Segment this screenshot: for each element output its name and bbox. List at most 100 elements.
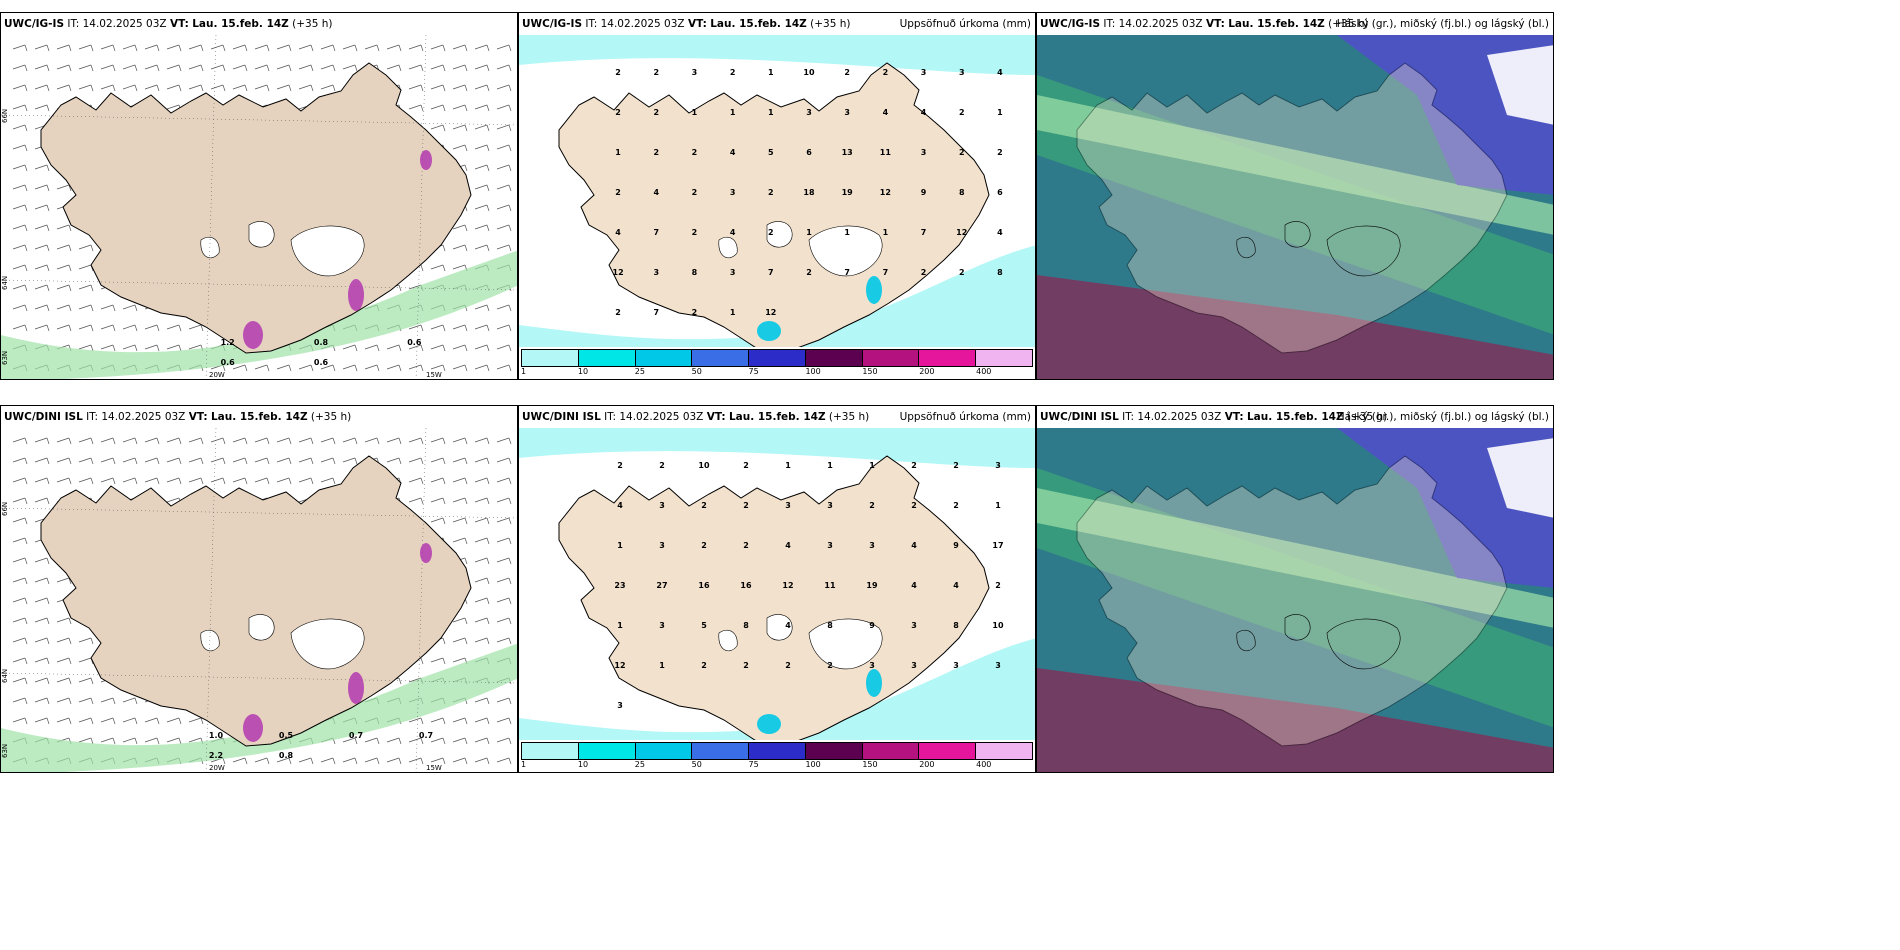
colorbar-swatch — [805, 743, 863, 759]
wind-barb — [342, 757, 358, 765]
wind-barb — [78, 437, 94, 445]
wind-barb — [474, 184, 490, 192]
value-label: 3 — [617, 701, 623, 710]
wind-barb — [78, 477, 94, 485]
wind-barb — [474, 64, 490, 72]
wind-barb — [496, 737, 512, 745]
iceland-outline — [558, 62, 990, 349]
wind-barb — [408, 64, 424, 72]
colorbar-tick-label: 200 — [919, 367, 935, 376]
precip-maximum — [757, 714, 781, 734]
wind-barb — [56, 437, 72, 445]
value-label: 7 — [768, 268, 774, 277]
value-label: 4 — [911, 581, 917, 590]
wind-barb — [56, 697, 72, 705]
wind-barb — [430, 124, 446, 132]
value-label: 2 — [617, 461, 623, 470]
wind-barb — [364, 364, 380, 372]
wind-barb — [188, 64, 204, 72]
wind-barb — [496, 44, 512, 52]
value-label: 12 — [880, 188, 891, 197]
latitude-label: 63N — [1, 351, 9, 365]
colorbar-swatch — [692, 350, 750, 366]
colorbar-swatch — [919, 743, 977, 759]
wind-barb — [12, 304, 28, 312]
wind-barb — [12, 104, 28, 112]
wind-barb — [210, 477, 226, 485]
value-label: 4 — [997, 68, 1003, 77]
wind-barb — [452, 617, 468, 625]
wind-barb — [56, 657, 72, 665]
wind-barb — [122, 84, 138, 92]
wind-barb — [122, 64, 138, 72]
wind-barb — [34, 264, 50, 272]
wind-barb — [78, 64, 94, 72]
wind-barb — [166, 457, 182, 465]
colorbar-swatch — [692, 743, 750, 759]
colorbar-ticks: 1 10 25 50 75 100 150 200 400 — [521, 760, 1033, 772]
precip-blob — [420, 150, 432, 170]
wind-barb — [320, 457, 336, 465]
wind-barb — [56, 304, 72, 312]
wind-barb — [122, 737, 138, 745]
wind-barb — [496, 84, 512, 92]
wind-barb — [408, 344, 424, 352]
wind-barb — [34, 577, 50, 585]
value-label: 1 — [768, 108, 774, 117]
wind-barb — [188, 717, 204, 725]
wind-barb — [452, 64, 468, 72]
value-label: 3 — [730, 188, 736, 197]
wind-barb — [12, 64, 28, 72]
value-label: 2 — [806, 268, 812, 277]
wind-barb — [12, 224, 28, 232]
wind-barb — [254, 477, 270, 485]
wind-barb — [364, 737, 380, 745]
glacier-outline — [808, 618, 883, 670]
wind-barb — [276, 64, 292, 72]
wind-barb — [34, 657, 50, 665]
latitude-label: 63N — [1, 744, 9, 758]
wind-barb — [100, 64, 116, 72]
wind-barb — [474, 104, 490, 112]
wind-barb — [342, 44, 358, 52]
wind-barb — [232, 364, 248, 372]
value-label: 16 — [740, 581, 752, 590]
wind-barb — [12, 244, 28, 252]
wind-barb — [408, 44, 424, 52]
wind-barb — [34, 637, 50, 645]
wind-barb — [364, 344, 380, 352]
value-label: 9 — [921, 188, 927, 197]
glacier-outline — [1326, 618, 1401, 670]
wind-barb — [386, 64, 402, 72]
wind-barb — [452, 717, 468, 725]
value-label: 7 — [653, 308, 659, 317]
wind-barb — [474, 364, 490, 372]
wind-barb — [78, 324, 94, 332]
wind-barb — [474, 44, 490, 52]
wind-barb — [166, 84, 182, 92]
value-label: 10 — [992, 621, 1004, 630]
value-label: 12 — [614, 661, 625, 670]
wind-barb — [474, 244, 490, 252]
value-label: 2 — [701, 661, 707, 670]
wind-barb — [12, 477, 28, 485]
glacier-outline — [766, 614, 793, 641]
wind-barb — [144, 477, 160, 485]
wind-barb — [166, 64, 182, 72]
value-label: 2 — [701, 541, 707, 550]
value-label: 3 — [806, 108, 812, 117]
wind-barb — [408, 757, 424, 765]
value-label: 2 — [743, 661, 749, 670]
value-label: 2 — [653, 68, 659, 77]
wind-barb — [452, 537, 468, 545]
wind-barb — [474, 737, 490, 745]
wind-barb — [56, 637, 72, 645]
wind-barb — [34, 84, 50, 92]
value-label: 2 — [911, 501, 917, 510]
value-label: 6 — [806, 148, 812, 157]
wind-barb — [34, 244, 50, 252]
longitude-label: 15W — [426, 371, 442, 379]
glacier-outline — [766, 221, 793, 248]
value-label: 3 — [659, 541, 665, 550]
valid-time-label: VT: — [169, 18, 189, 30]
